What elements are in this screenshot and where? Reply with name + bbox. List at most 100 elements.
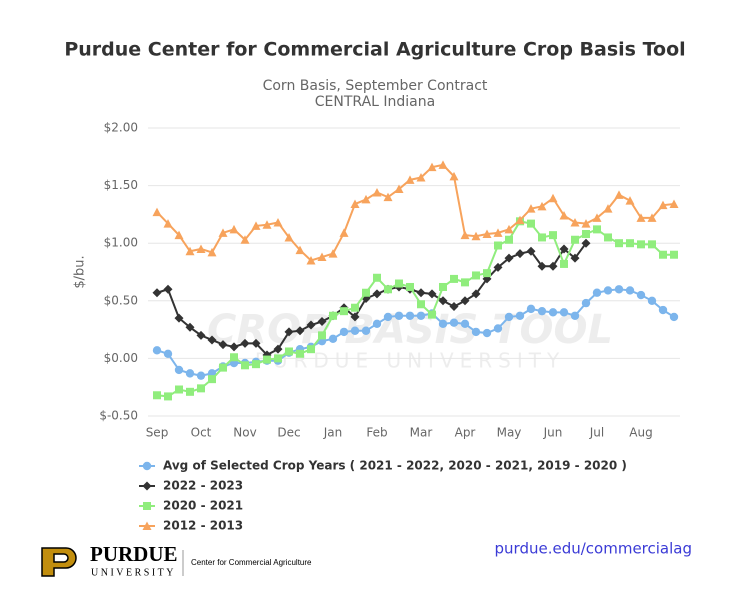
point: [218, 340, 228, 350]
point: [406, 282, 414, 291]
point: [669, 312, 679, 322]
point: [549, 231, 557, 240]
point: [152, 288, 162, 298]
point: [559, 308, 569, 317]
point: [405, 311, 415, 320]
logo-mark: [41, 547, 77, 577]
point: [417, 300, 425, 309]
point: [306, 255, 316, 265]
footer-link[interactable]: purdue.edu/commercialag: [495, 540, 692, 558]
point: [658, 305, 668, 315]
point: [428, 310, 436, 319]
point: [647, 296, 657, 305]
point: [439, 282, 447, 291]
point: [647, 213, 657, 222]
point: [207, 335, 217, 345]
point: [185, 369, 195, 378]
point: [527, 219, 535, 228]
point: [174, 230, 184, 240]
series: [153, 217, 678, 401]
point: [295, 245, 305, 255]
point: [196, 330, 206, 340]
point: [328, 334, 338, 344]
point: [658, 200, 668, 210]
point: [548, 308, 558, 317]
legend-item[interactable]: 2022 - 2023: [139, 479, 243, 493]
x-tick-label: Jun: [543, 426, 563, 440]
point: [559, 244, 569, 254]
point: [416, 173, 426, 182]
point: [262, 220, 272, 229]
point: [614, 285, 624, 294]
x-tick-label: Jul: [589, 426, 604, 440]
point: [251, 221, 261, 230]
point: [372, 289, 382, 299]
point: [197, 384, 205, 393]
point: [350, 326, 360, 335]
point: [537, 201, 547, 211]
point: [285, 347, 293, 356]
point: [537, 306, 547, 316]
point: [450, 274, 458, 283]
point: [416, 311, 426, 320]
point: [383, 312, 393, 322]
point: [163, 219, 173, 228]
point: [340, 307, 348, 316]
point: [263, 355, 271, 364]
point: [438, 319, 448, 329]
point: [505, 235, 513, 244]
point: [637, 240, 645, 249]
y-tick-label: $2.00: [104, 121, 138, 135]
point: [504, 224, 514, 234]
x-tick-label: Dec: [277, 426, 300, 440]
point: [229, 224, 239, 234]
legend-label: 2020 - 2021: [163, 499, 243, 513]
point: [405, 175, 415, 184]
point: [636, 213, 646, 222]
point: [153, 391, 161, 400]
point: [461, 278, 469, 287]
legend-marker: [143, 502, 151, 510]
point: [614, 190, 624, 199]
point: [648, 240, 656, 249]
point: [207, 247, 217, 257]
x-tick-label: Nov: [233, 426, 256, 440]
legend-item[interactable]: 2012 - 2013: [139, 519, 243, 533]
y-tick-label: $1.50: [104, 178, 138, 192]
point: [307, 345, 315, 354]
point: [185, 322, 195, 332]
point: [361, 326, 371, 335]
point: [504, 312, 514, 322]
legend-item[interactable]: 2020 - 2021: [139, 499, 243, 513]
point: [361, 194, 371, 204]
point: [636, 290, 646, 300]
footer-logo: PURDUE UNIVERSITY Center for Commercial …: [41, 542, 312, 578]
x-tick-label: Feb: [366, 426, 387, 440]
point: [494, 241, 502, 250]
point: [284, 327, 294, 337]
point: [493, 262, 503, 272]
series: [152, 160, 679, 265]
point: [670, 250, 678, 259]
legend-item[interactable]: Avg of Selected Crop Years ( 2021 - 2022…: [139, 459, 627, 473]
point: [472, 271, 480, 280]
point: [339, 327, 349, 337]
point: [395, 279, 403, 288]
point: [175, 385, 183, 394]
point: [504, 253, 514, 263]
legend-marker: [142, 521, 152, 530]
point: [471, 231, 481, 241]
point: [383, 192, 393, 202]
point: [559, 211, 569, 220]
point: [515, 311, 525, 320]
point: [560, 259, 568, 268]
legend-marker: [142, 461, 152, 471]
point: [538, 233, 546, 242]
point: [295, 326, 305, 336]
point: [659, 250, 667, 259]
point: [460, 230, 470, 240]
point: [438, 296, 448, 306]
point: [493, 324, 503, 333]
point: [152, 207, 162, 217]
